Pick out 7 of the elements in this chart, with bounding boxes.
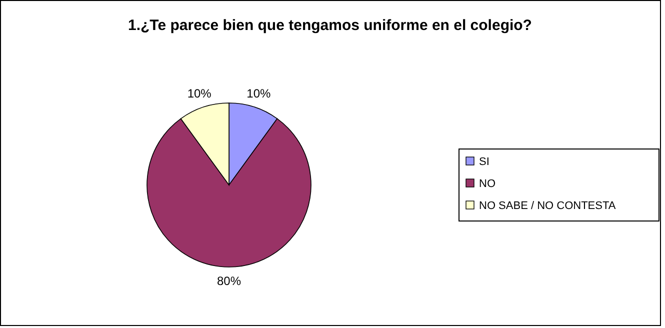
chart-title: 1.¿Te parece bien que tengamos uniforme en el colegio? [128,17,532,34]
legend-label: NO SABE / NO CONTESTA [479,200,616,212]
legend-label: SI [479,156,490,168]
legend-label: NO [479,178,496,190]
data-label: 10% [187,86,212,101]
data-label: 80% [216,274,242,288]
data-label: 10% [246,86,271,101]
